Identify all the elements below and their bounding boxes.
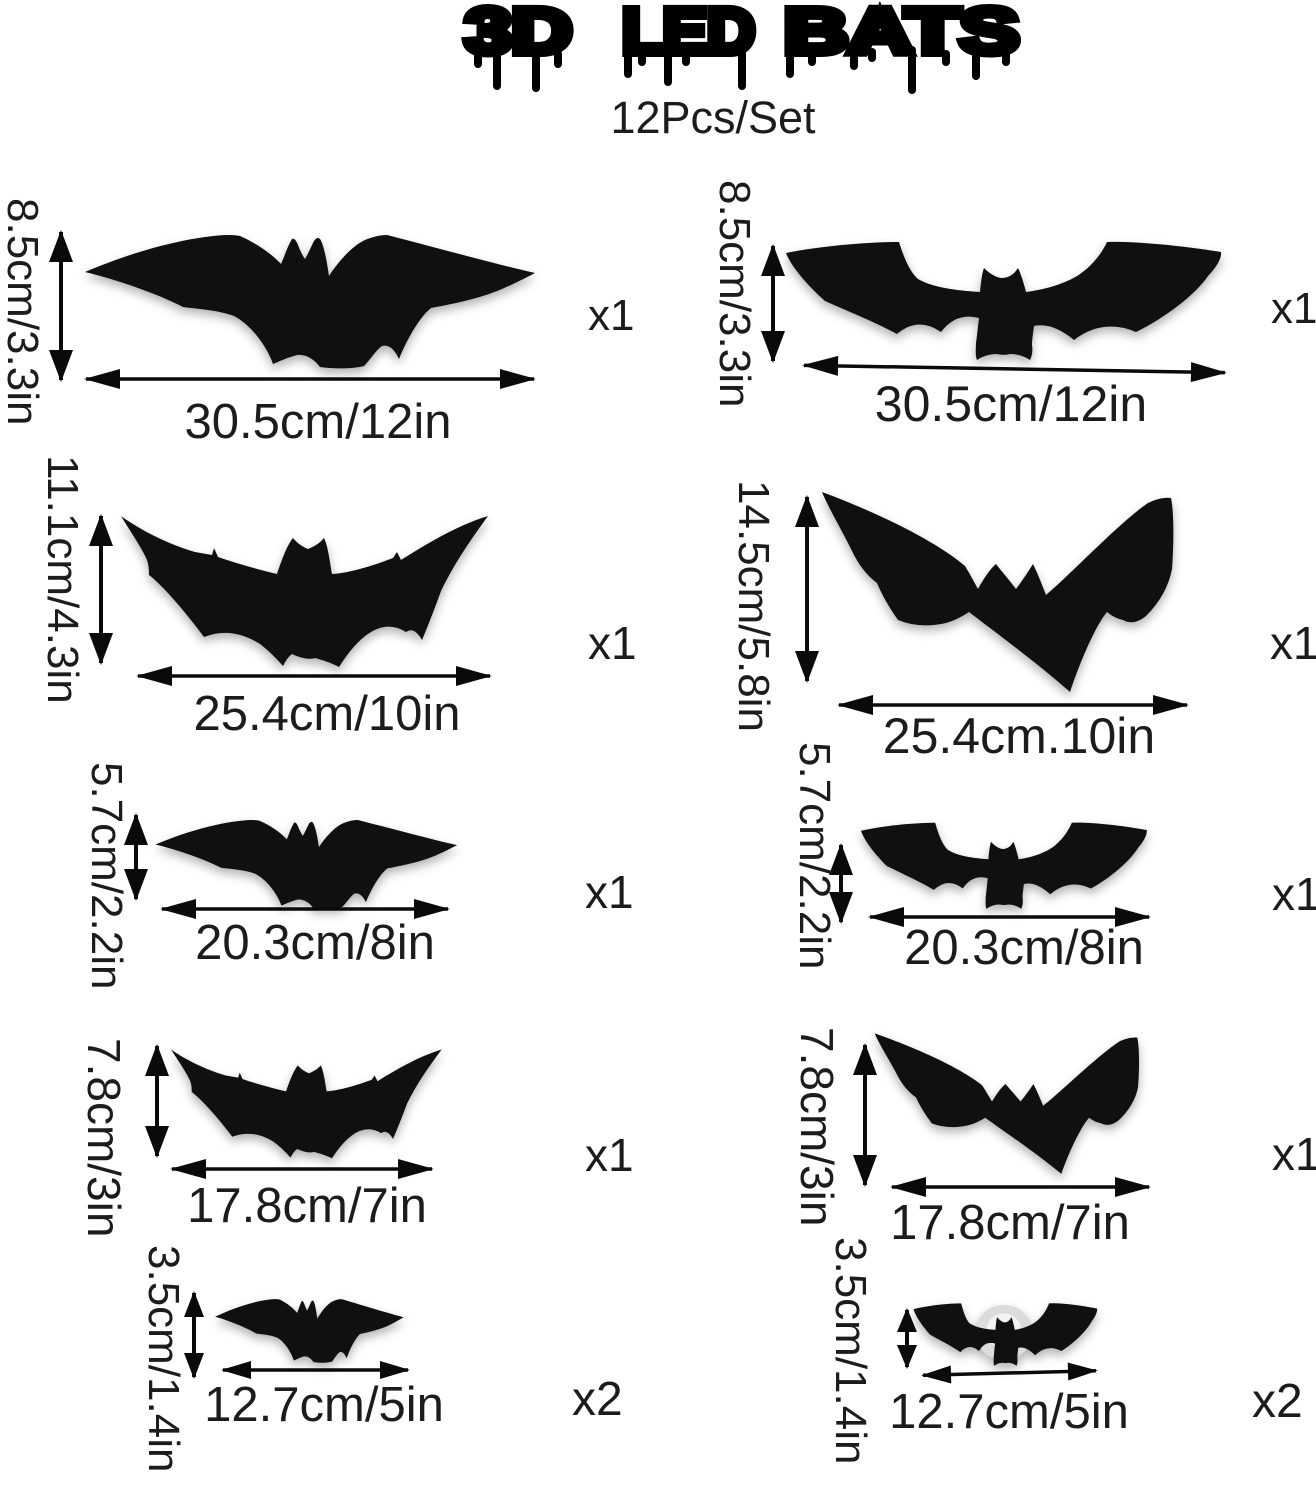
svg-text:3D: 3D [465,0,572,67]
svg-text:BATS: BATS [784,0,1019,67]
